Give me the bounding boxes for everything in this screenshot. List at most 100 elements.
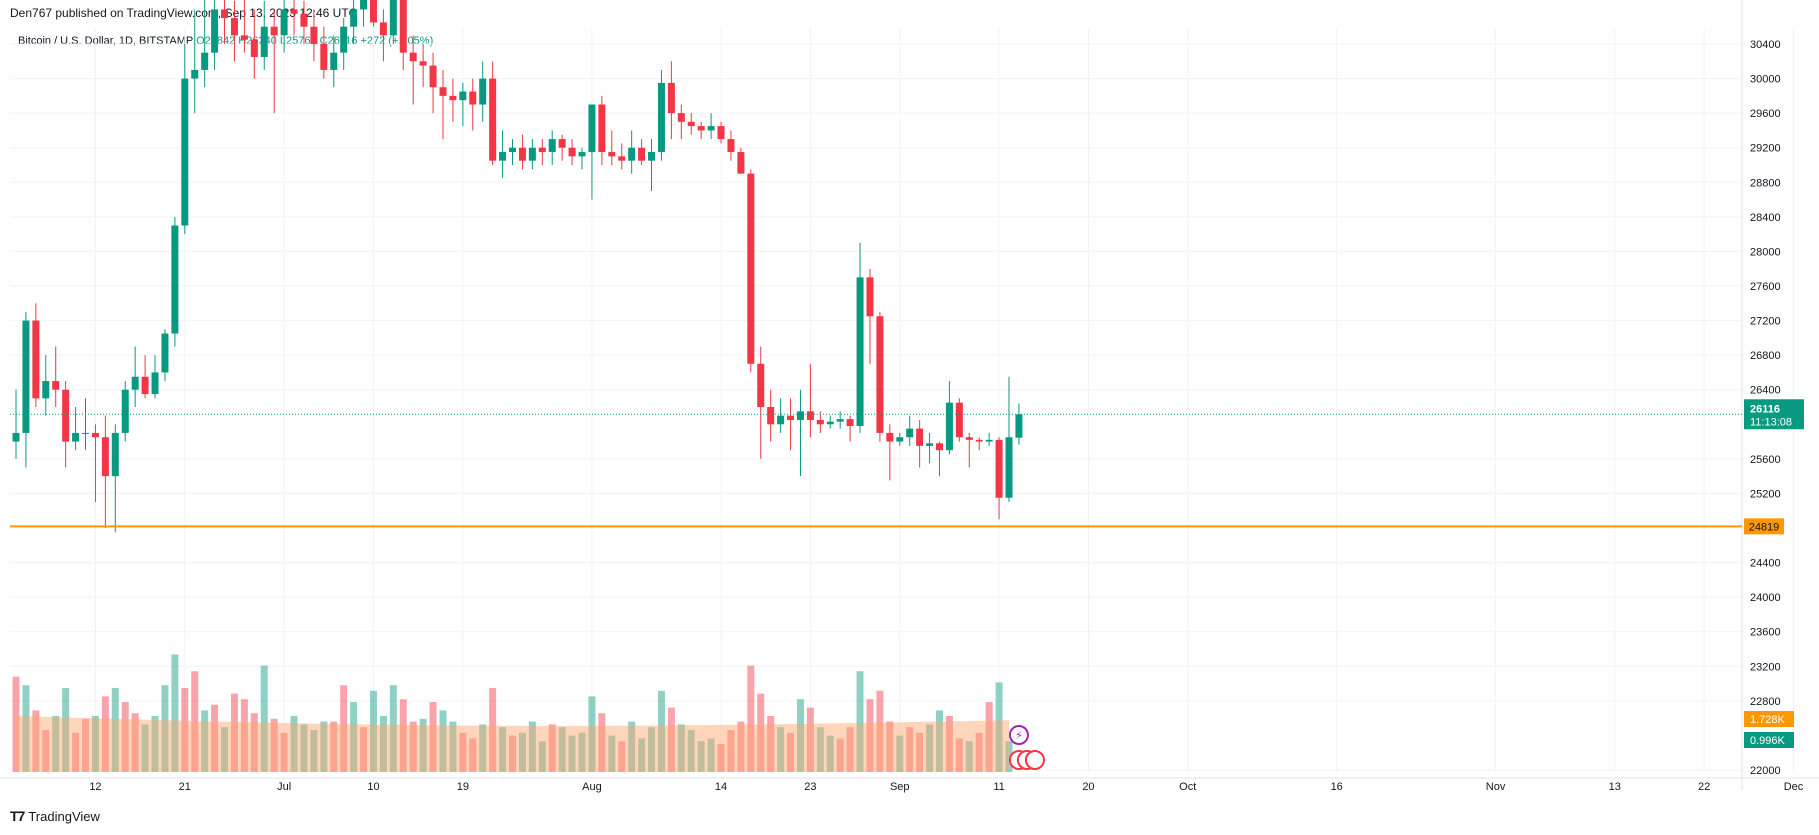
candle-body[interactable] <box>300 13 308 27</box>
candle-body[interactable] <box>62 389 70 442</box>
candle-body[interactable] <box>628 147 636 161</box>
candle-body[interactable] <box>518 147 526 161</box>
candle-body[interactable] <box>230 18 238 36</box>
candle-body[interactable] <box>250 39 258 57</box>
candle-body[interactable] <box>717 126 725 140</box>
price-chart[interactable]: 24819 30400 30000 29600 29200 28800 28400 28000… <box>0 0 1819 800</box>
candle-body[interactable] <box>995 439 1003 498</box>
candle-body[interactable] <box>221 9 229 19</box>
candle-body[interactable] <box>787 415 795 420</box>
candle-body[interactable] <box>896 437 904 442</box>
candle-body[interactable] <box>638 147 646 161</box>
candle-body[interactable] <box>141 376 149 395</box>
candle-body[interactable] <box>419 61 427 66</box>
candle-body[interactable] <box>240 35 248 40</box>
candle-body[interactable] <box>886 432 894 442</box>
candle-body[interactable] <box>409 52 417 62</box>
candle-body[interactable] <box>509 147 516 153</box>
candle-body[interactable] <box>608 152 616 157</box>
candle-body[interactable] <box>399 0 407 53</box>
candle-body[interactable] <box>52 381 60 390</box>
candle-body[interactable] <box>101 437 109 477</box>
tradingview-footer[interactable]: T7 TradingView <box>10 808 100 824</box>
candle-body[interactable] <box>697 126 705 131</box>
candle-body[interactable] <box>369 0 377 23</box>
candle-body[interactable] <box>906 428 914 438</box>
candle-body[interactable] <box>657 82 665 153</box>
candle-body[interactable] <box>320 44 328 70</box>
candle-body[interactable] <box>707 126 715 131</box>
candle-body[interactable] <box>806 411 814 420</box>
candle-body[interactable] <box>826 421 834 425</box>
candle-body[interactable] <box>201 52 209 70</box>
candle-body[interactable] <box>379 22 387 36</box>
candle-body[interactable] <box>72 432 80 442</box>
candle-body[interactable] <box>270 26 278 36</box>
lightning-event-icon[interactable] <box>1008 725 1029 745</box>
candle-body[interactable] <box>667 82 675 114</box>
candle-body[interactable] <box>548 139 556 153</box>
candle-body[interactable] <box>965 437 973 440</box>
candle-body[interactable] <box>916 428 924 446</box>
candle-body[interactable] <box>876 316 884 433</box>
candle-body[interactable] <box>945 402 953 451</box>
candle-body[interactable] <box>648 152 656 161</box>
candle-body[interactable] <box>330 52 338 70</box>
candle-body[interactable] <box>469 91 477 105</box>
candle-body[interactable] <box>767 407 775 425</box>
candle-body[interactable] <box>42 381 50 399</box>
candle-body[interactable] <box>757 363 765 407</box>
candle-body[interactable] <box>598 104 606 153</box>
candle-body[interactable] <box>737 152 745 174</box>
candle-body[interactable] <box>449 95 457 101</box>
candle-body[interactable] <box>935 443 943 451</box>
candle-body[interactable] <box>360 0 368 10</box>
candle-body[interactable] <box>429 65 437 88</box>
candle-body[interactable] <box>91 432 99 438</box>
candle-body[interactable] <box>340 26 348 53</box>
candle-body[interactable] <box>32 320 40 399</box>
candle-body[interactable] <box>747 173 755 364</box>
candle-body[interactable] <box>151 372 159 395</box>
candle-body[interactable] <box>618 156 626 161</box>
candle-body[interactable] <box>82 432 90 434</box>
candle-body[interactable] <box>280 9 288 36</box>
candle-body[interactable] <box>687 121 695 127</box>
candle-body[interactable] <box>955 402 963 438</box>
candle-body[interactable] <box>796 411 804 420</box>
candle-body[interactable] <box>290 9 298 14</box>
candle-body[interactable] <box>310 26 318 44</box>
candle-body[interactable] <box>836 419 844 422</box>
candle-body[interactable] <box>975 439 983 442</box>
candle-body[interactable] <box>389 0 397 36</box>
candle-body[interactable] <box>121 389 129 433</box>
candle-body[interactable] <box>677 113 685 122</box>
candle-body[interactable] <box>191 69 199 79</box>
candle-body[interactable] <box>181 78 189 226</box>
candle-body[interactable] <box>1015 414 1023 438</box>
candle-body[interactable] <box>777 415 785 425</box>
candle-body[interactable] <box>499 152 507 161</box>
candle-body[interactable] <box>588 104 596 153</box>
candle-body[interactable] <box>22 320 30 433</box>
candle-body[interactable] <box>1005 437 1013 498</box>
candle-body[interactable] <box>727 139 735 153</box>
candle-body[interactable] <box>846 419 854 427</box>
candle-body[interactable] <box>568 147 576 157</box>
candle-body[interactable] <box>171 225 179 334</box>
candle-body[interactable] <box>459 91 467 101</box>
us-flag-event-icon[interactable] <box>1024 750 1045 770</box>
candle-body[interactable] <box>211 9 219 53</box>
candle-body[interactable] <box>816 419 824 425</box>
candle-body[interactable] <box>558 139 566 148</box>
candle-body[interactable] <box>131 376 139 390</box>
candle-body[interactable] <box>578 152 586 157</box>
candle-body[interactable] <box>350 9 358 27</box>
candle-body[interactable] <box>866 277 874 317</box>
candle-body[interactable] <box>479 78 487 105</box>
candle-body[interactable] <box>856 277 864 427</box>
candle-body[interactable] <box>926 443 934 446</box>
candle-body[interactable] <box>161 333 169 373</box>
candle-body[interactable] <box>985 439 993 442</box>
candle-body[interactable] <box>260 26 268 57</box>
